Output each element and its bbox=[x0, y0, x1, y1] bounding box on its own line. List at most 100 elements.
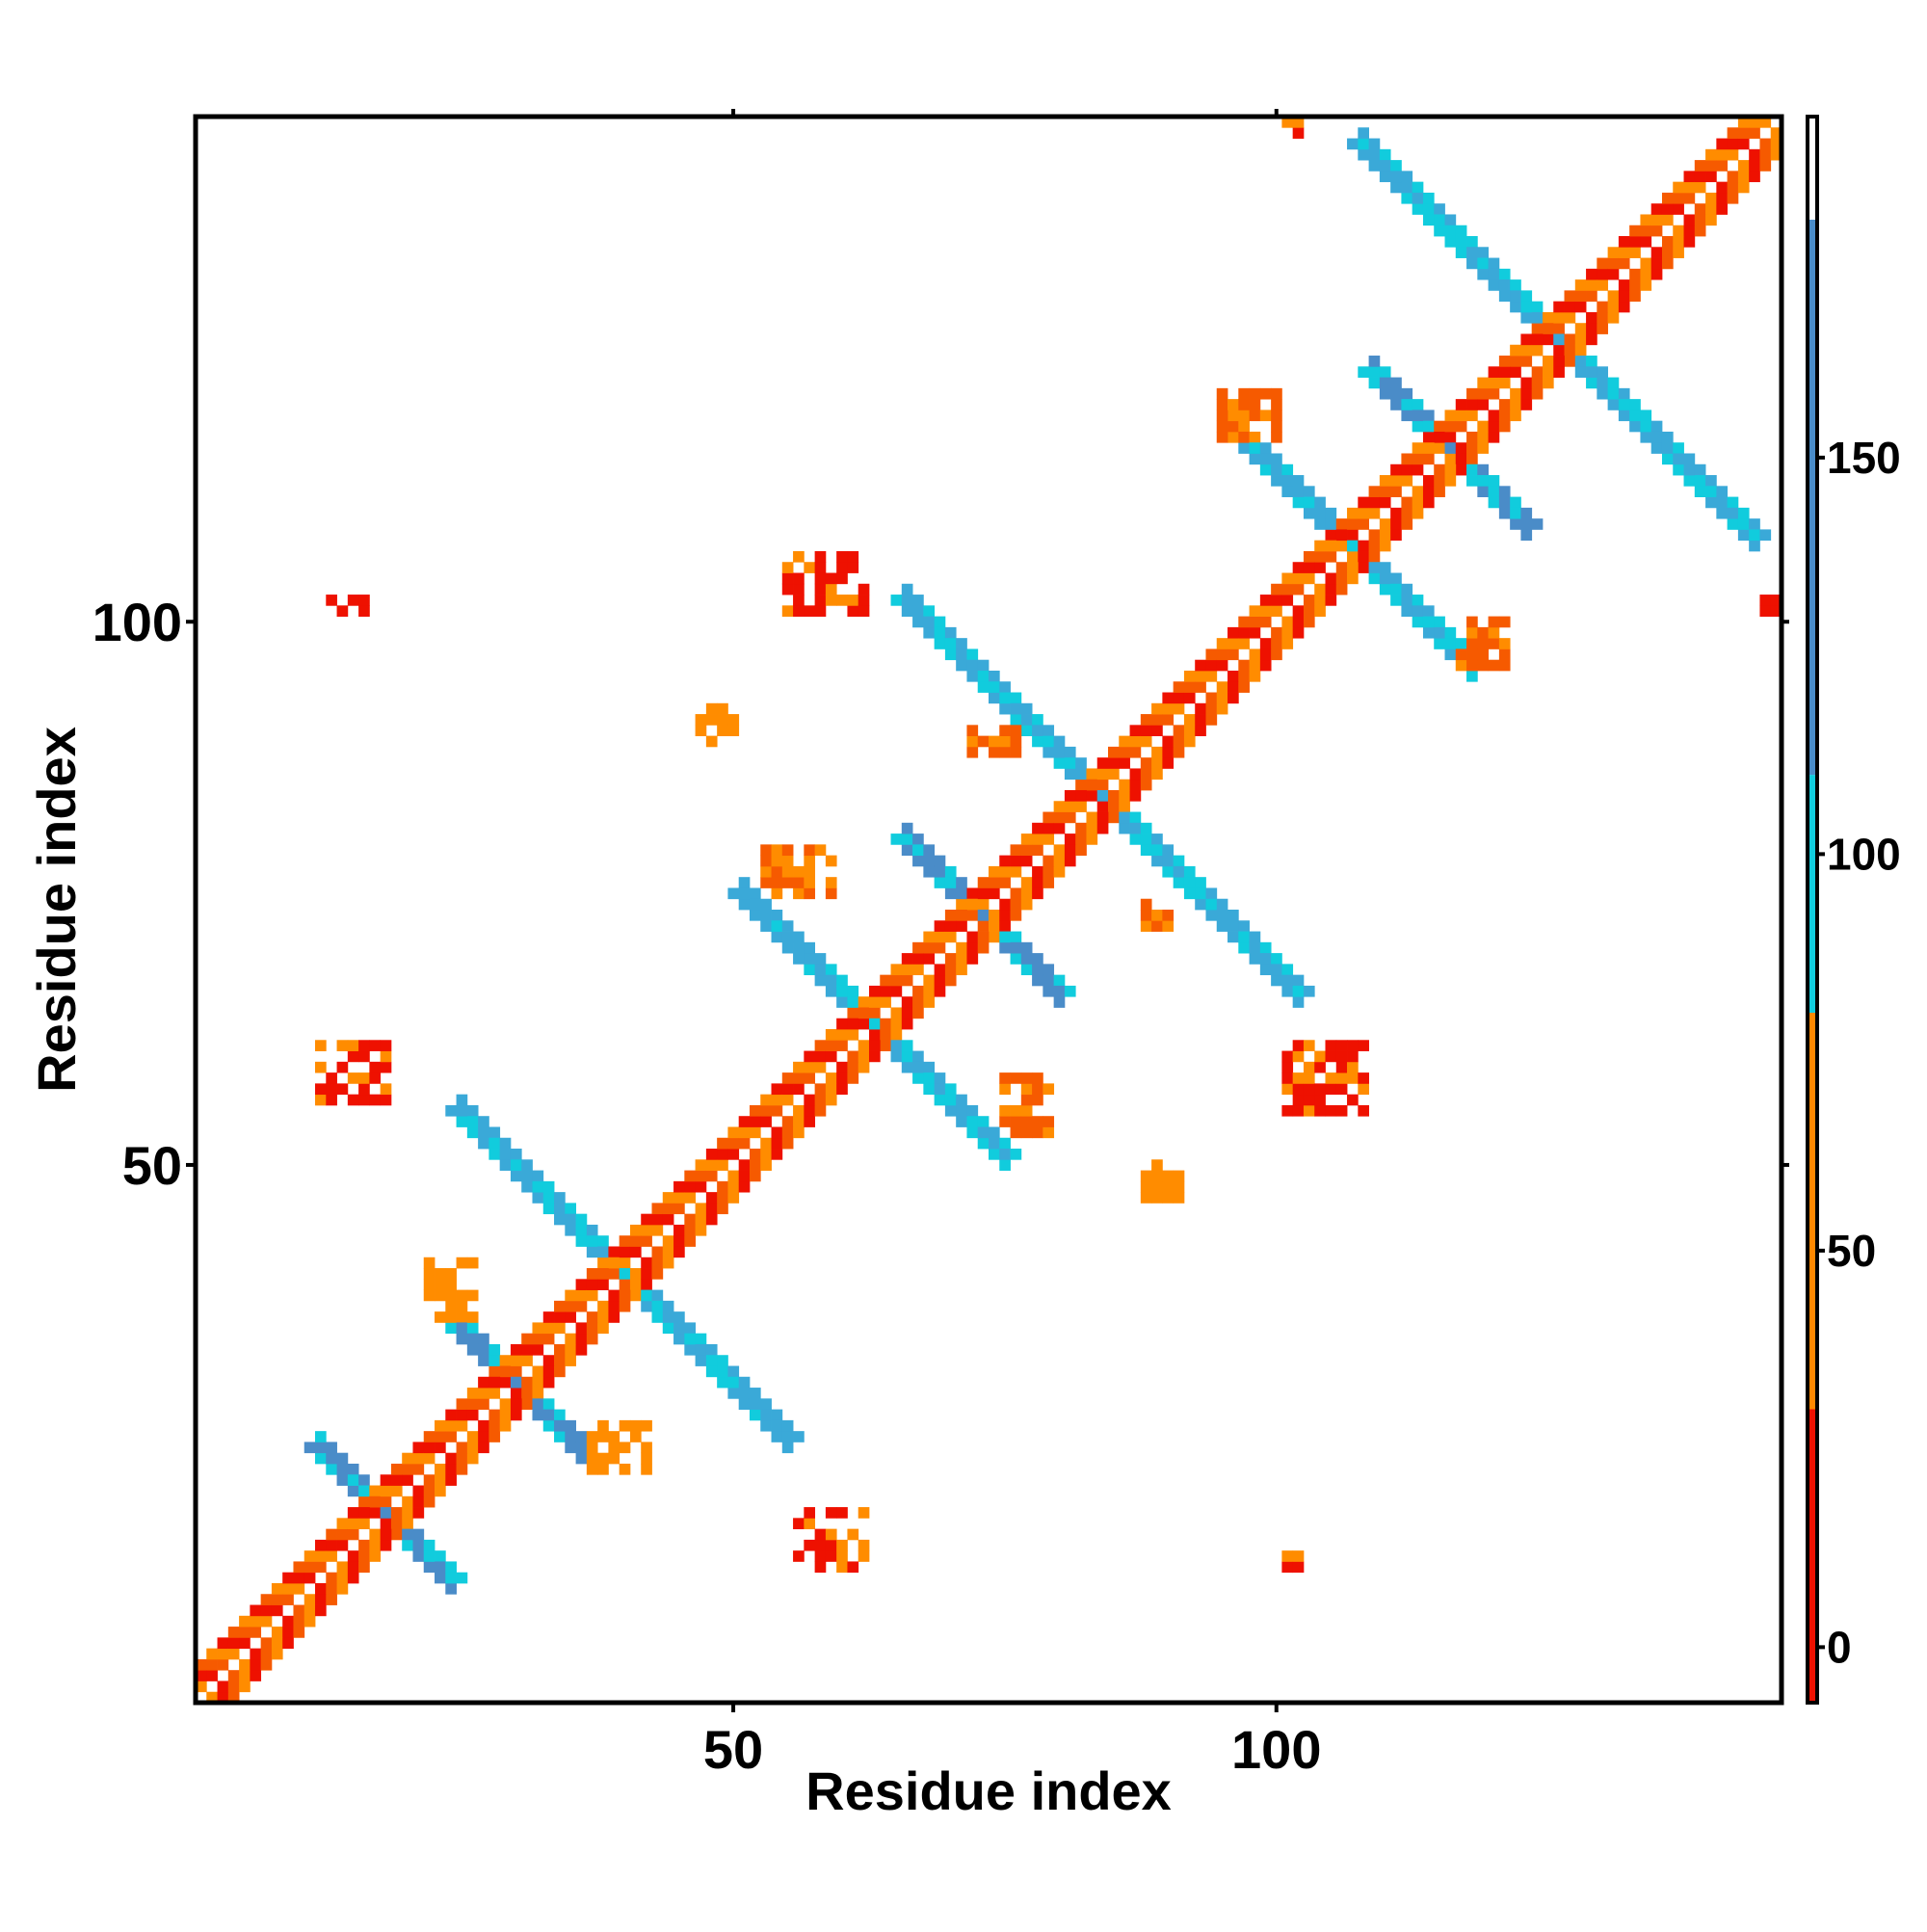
heatmap-cell-412 bbox=[1292, 985, 1305, 997]
heatmap-cell-938 bbox=[771, 1083, 783, 1096]
heatmap-cell-316 bbox=[944, 638, 957, 649]
heatmap-cell-94 bbox=[488, 1137, 501, 1150]
heatmap-cell-1469 bbox=[1314, 1083, 1326, 1096]
heatmap-cell-660 bbox=[217, 1648, 229, 1660]
heatmap-cell-1 bbox=[315, 1452, 327, 1465]
heatmap-cell-843 bbox=[608, 1300, 620, 1312]
heatmap-cell-912 bbox=[727, 1137, 740, 1150]
heatmap-cell-157 bbox=[717, 1365, 728, 1378]
heatmap-cell-388 bbox=[1205, 898, 1218, 911]
heatmap-cell-1368 bbox=[1661, 203, 1674, 215]
heatmap-cell-565 bbox=[1466, 247, 1478, 258]
heatmap-cell-503 bbox=[1422, 420, 1435, 433]
heatmap-cell-1597 bbox=[641, 1452, 652, 1465]
heatmap-cell-118 bbox=[575, 1224, 588, 1236]
heatmap-cell-306 bbox=[912, 616, 924, 628]
heatmap-cell-1627 bbox=[999, 1083, 1011, 1096]
heatmap-cell-1121 bbox=[1183, 725, 1196, 737]
heatmap-cell-572 bbox=[1498, 268, 1511, 280]
heatmap-cell-1079 bbox=[1096, 822, 1109, 834]
heatmap-cell-847 bbox=[608, 1289, 620, 1302]
heatmap-cell-863 bbox=[662, 1246, 674, 1258]
heatmap-cell-1594 bbox=[629, 1431, 642, 1442]
heatmap-cell-825 bbox=[575, 1333, 588, 1345]
heatmap-cell-1412 bbox=[1737, 117, 1750, 128]
heatmap-cell-342 bbox=[1043, 746, 1055, 758]
heatmap-cell-1237 bbox=[1412, 496, 1424, 509]
heatmap-cell-315 bbox=[944, 648, 957, 661]
heatmap-cell-720 bbox=[326, 1539, 337, 1551]
heatmap-cell-45 bbox=[445, 1300, 457, 1312]
heatmap-cell-809 bbox=[554, 1365, 566, 1378]
heatmap-cell-1668 bbox=[1477, 648, 1489, 661]
heatmap-cell-1395 bbox=[1727, 171, 1739, 183]
heatmap-cell-808 bbox=[521, 1343, 533, 1356]
heatmap-cell-946 bbox=[793, 1083, 805, 1096]
heatmap-cell-540 bbox=[1379, 171, 1391, 183]
heatmap-cell-759 bbox=[445, 1474, 457, 1486]
heatmap-cell-83 bbox=[456, 1116, 468, 1127]
heatmap-cell-1185 bbox=[1292, 605, 1305, 617]
heatmap-cell-1567 bbox=[423, 1268, 436, 1280]
heatmap-cell-106 bbox=[532, 1180, 544, 1193]
heatmap-cell-1035 bbox=[1010, 898, 1022, 911]
heatmap-cell-613 bbox=[1640, 420, 1652, 433]
heatmap-cell-21 bbox=[380, 1507, 392, 1519]
heatmap-cell-1330 bbox=[1597, 279, 1609, 291]
heatmap-cell-587 bbox=[1553, 323, 1565, 334]
heatmap-cell-1359 bbox=[1661, 236, 1674, 248]
heatmap-cell-167 bbox=[760, 1398, 772, 1410]
heatmap-cell-1637 bbox=[1020, 1083, 1033, 1096]
heatmap-cell-1259 bbox=[1477, 442, 1489, 454]
heatmap-cell-293 bbox=[1032, 964, 1043, 976]
heatmap-cell-425 bbox=[1259, 463, 1272, 476]
heatmap-cell-1292 bbox=[1510, 366, 1521, 378]
heatmap-cell-1588 bbox=[608, 1452, 620, 1465]
heatmap-cell-1575 bbox=[456, 1300, 468, 1312]
heatmap-cell-895 bbox=[727, 1192, 740, 1204]
heatmap-cell-356 bbox=[1096, 779, 1109, 791]
heatmap-cell-635 bbox=[1727, 496, 1739, 509]
heatmap-cell-586 bbox=[1542, 323, 1554, 334]
heatmap-cell-795 bbox=[510, 1409, 522, 1421]
heatmap-cell-125 bbox=[608, 1246, 620, 1258]
heatmap-cell-601 bbox=[1597, 377, 1609, 389]
heatmap-cell-496 bbox=[1401, 410, 1413, 422]
heatmap-cell-6 bbox=[326, 1452, 337, 1465]
heatmap-cell-1700 bbox=[989, 735, 1000, 748]
heatmap-cell-828 bbox=[554, 1300, 566, 1312]
heatmap-cell-1085 bbox=[1119, 789, 1130, 802]
heatmap-cell-1568 bbox=[423, 1257, 436, 1269]
heatmap-cell-1388 bbox=[1694, 160, 1706, 172]
heatmap-cell-528 bbox=[1520, 507, 1533, 519]
heatmap-cell-1385 bbox=[1716, 192, 1729, 204]
heatmap-cell-1244 bbox=[1401, 463, 1413, 476]
heatmap-cell-1138 bbox=[1195, 681, 1206, 693]
heatmap-cell-1325 bbox=[1607, 301, 1620, 313]
heatmap-cell-173 bbox=[781, 1419, 794, 1432]
heatmap-cell-936 bbox=[771, 1094, 783, 1106]
heatmap-cell-60 bbox=[510, 1365, 522, 1378]
heatmap-cell-815 bbox=[565, 1355, 576, 1366]
heatmap-cell-410 bbox=[1292, 974, 1305, 987]
heatmap-cell-215 bbox=[868, 1029, 881, 1041]
heatmap-cell-424 bbox=[1259, 442, 1272, 454]
heatmap-cell-1038 bbox=[989, 865, 1000, 878]
heatmap-cell-1139 bbox=[1216, 692, 1228, 704]
heatmap-cell-1392 bbox=[1705, 160, 1717, 172]
heatmap-cell-893 bbox=[717, 1192, 728, 1204]
heatmap-cell-1263 bbox=[1477, 431, 1489, 443]
heatmap-cell-288 bbox=[1020, 941, 1033, 954]
heatmap-cell-1014 bbox=[934, 941, 946, 954]
heatmap-cell-941 bbox=[804, 1104, 816, 1117]
heatmap-cell-606 bbox=[1618, 410, 1630, 422]
heatmap-cell-1443 bbox=[847, 605, 859, 617]
heatmap-cell-191 bbox=[781, 941, 794, 954]
heatmap-cell-197 bbox=[804, 964, 816, 976]
heatmap-cell-325 bbox=[977, 670, 990, 682]
heatmap-cell-464 bbox=[1401, 605, 1413, 617]
heatmap-cell-444 bbox=[1325, 518, 1337, 530]
heatmap-cell-1256 bbox=[1422, 442, 1435, 454]
heatmap-cell-1044 bbox=[999, 855, 1011, 867]
heatmap-cell-282 bbox=[999, 920, 1011, 932]
